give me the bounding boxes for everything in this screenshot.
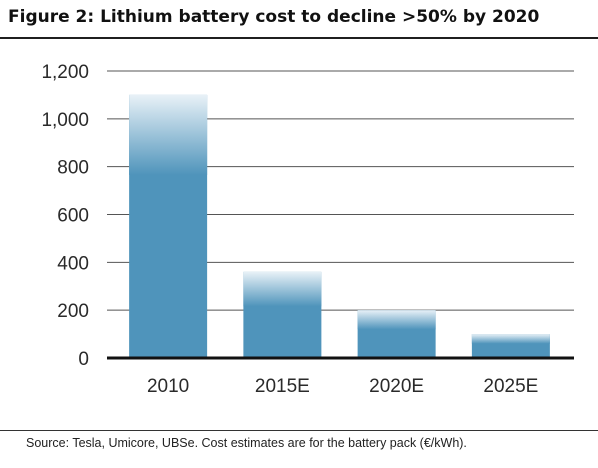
- y-tick-label: 600: [57, 206, 89, 227]
- chart-title: Figure 2: Lithium battery cost to declin…: [8, 7, 540, 27]
- x-tick-label: 2025E: [483, 376, 538, 397]
- bars: [129, 94, 550, 358]
- bar-highlight: [471, 334, 550, 344]
- bar-highlight: [243, 271, 322, 307]
- bar-highlight: [129, 94, 208, 175]
- y-tick-label: 200: [57, 301, 89, 322]
- source-divider: [0, 430, 598, 431]
- y-axis-tick-labels: 0 200 400 600 800 1,000 1,200: [41, 62, 89, 370]
- y-tick-label: 0: [78, 349, 89, 370]
- x-tick-label: 2010: [147, 376, 189, 397]
- y-tick-label: 800: [57, 158, 89, 179]
- source-note: Source: Tesla, Umicore, UBSe. Cost estim…: [26, 436, 467, 450]
- bar-2020e: [357, 310, 436, 358]
- y-tick-label: 1,200: [41, 62, 89, 83]
- bar-2015e: [243, 271, 322, 358]
- x-tick-label: 2015E: [255, 376, 310, 397]
- y-tick-label: 400: [57, 253, 89, 274]
- bar-2025e: [471, 334, 550, 358]
- x-tick-label: 2020E: [369, 376, 424, 397]
- y-tick-label: 1,000: [41, 110, 89, 131]
- bar-highlight: [357, 310, 436, 330]
- x-axis-category-labels: 2010 2015E 2020E 2025E: [147, 376, 538, 397]
- title-divider: [0, 37, 598, 39]
- bar-2010: [129, 94, 208, 358]
